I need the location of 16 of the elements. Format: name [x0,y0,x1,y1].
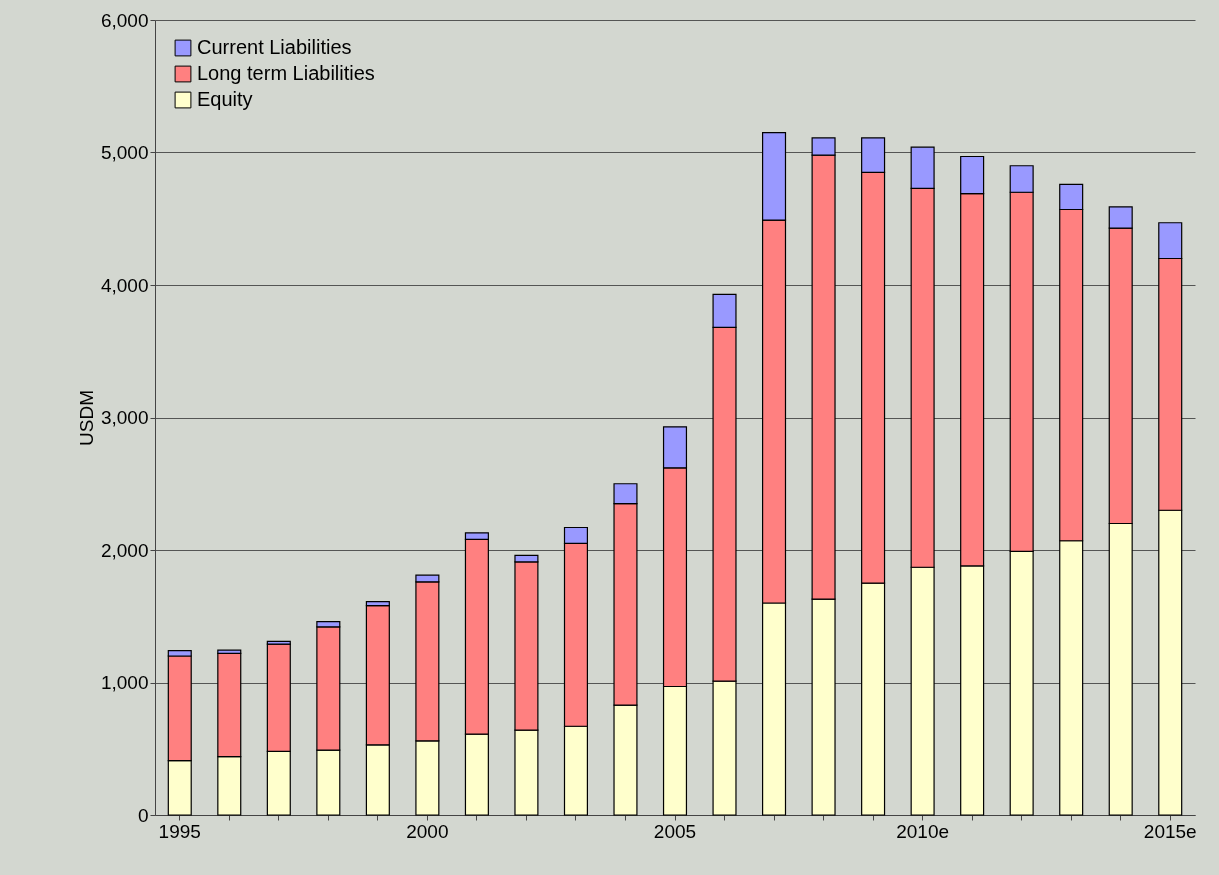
x-tick-label: 2000 [406,820,449,842]
x-tick-label: 1995 [158,820,201,842]
legend-label: Current Liabilities [197,36,352,58]
y-tick-label: 6,000 [100,9,149,31]
legend-label: Equity [197,88,253,110]
x-tick-label: 2005 [653,820,697,842]
y-tick-label: 2,000 [100,539,149,561]
y-tick-label: 5,000 [100,142,149,163]
legend-label: Long term Liabilities [197,62,375,84]
y-tick-label: 4,000 [100,274,149,296]
y-tick-label: 1,000 [100,672,149,693]
x-tick-label: 2015e [1143,820,1197,842]
y-tick-label: 3,000 [100,407,149,428]
x-tick-label: 2010e [896,820,950,842]
y-tick-label: 0 [137,804,149,826]
y-axis-title: USDM [75,390,97,446]
